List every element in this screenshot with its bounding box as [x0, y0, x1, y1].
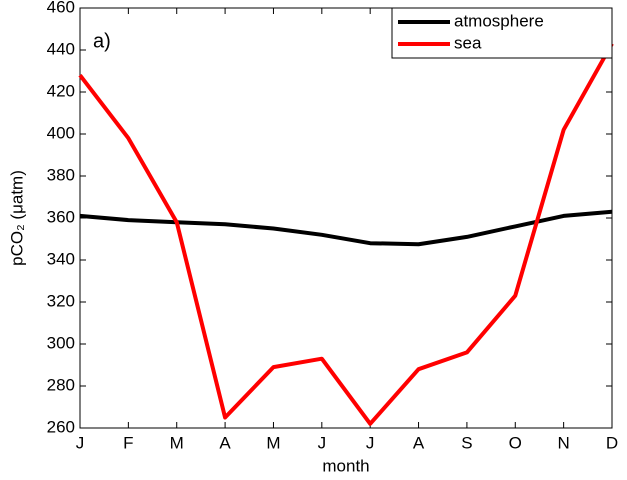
x-tick-label: O: [509, 433, 522, 452]
x-tick-label: S: [461, 433, 472, 452]
legend-label: atmosphere: [454, 11, 544, 30]
y-tick-label: 300: [47, 333, 75, 352]
x-axis-label: month: [322, 456, 369, 475]
y-tick-label: 420: [47, 81, 75, 100]
x-tick-label: J: [76, 433, 85, 452]
y-axis-label: pCO₂ (μatm): [7, 170, 26, 266]
y-tick-label: 380: [47, 165, 75, 184]
x-tick-label: J: [366, 433, 375, 452]
y-tick-label: 360: [47, 207, 75, 226]
x-tick-label: A: [413, 433, 425, 452]
x-tick-label: J: [318, 433, 327, 452]
y-tick-label: 460: [47, 0, 75, 16]
y-tick-label: 400: [47, 123, 75, 142]
series-line: [78, 42, 614, 426]
annotation: a): [93, 30, 111, 52]
series-line: [79, 209, 613, 247]
x-tick-label: D: [606, 433, 618, 452]
y-tick-label: 280: [47, 375, 75, 394]
y-tick-label: 440: [47, 39, 75, 58]
y-tick-label: 340: [47, 249, 75, 268]
legend-label: sea: [454, 33, 482, 52]
plot-frame: [79, 7, 613, 429]
x-tick-label: F: [123, 433, 133, 452]
x-tick-label: M: [266, 433, 280, 452]
x-tick-label: M: [170, 433, 184, 452]
x-tick-label: A: [219, 433, 231, 452]
x-tick-label: N: [557, 433, 569, 452]
y-tick-label: 260: [47, 417, 75, 436]
y-tick-label: 320: [47, 291, 75, 310]
legend-box: [391, 7, 613, 59]
